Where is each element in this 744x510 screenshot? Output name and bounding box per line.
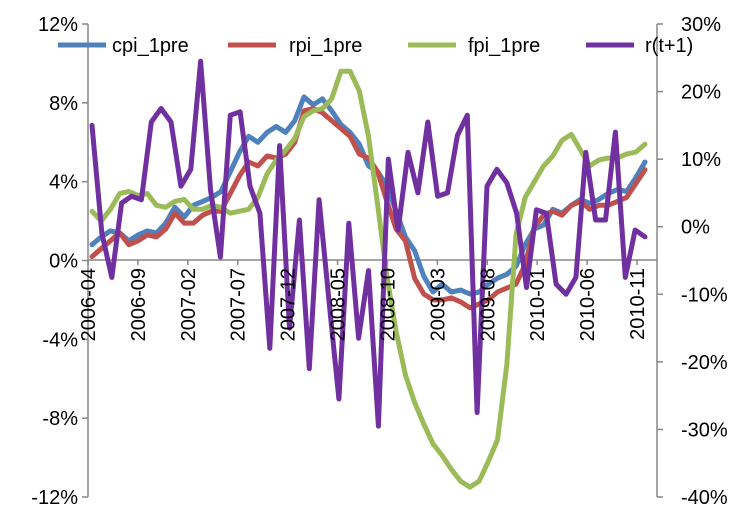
x-tick-label: 2007-12 [278,268,300,341]
x-tick-label: 2008-05 [328,268,350,341]
x-tick-label: 2009-03 [427,268,449,341]
legend-label: rpi_1pre [289,35,362,57]
right-tick-label: 30% [681,14,721,36]
x-tick-labels: 2006-04 2006-09 2007-02 2007-07 2007-12 2008-… [78,268,649,341]
right-tick-label: 20% [681,82,721,104]
left-tick-label: -12% [31,487,78,509]
right-tick-label: -10% [681,284,728,306]
x-tick-label: 2006-09 [128,268,150,341]
x-tick-label: 2006-04 [78,268,100,341]
left-tick-label: 12% [38,14,78,36]
legend: cpi_1pre rpi_1pre fpi_1pre r(t+1) [58,35,693,57]
left-tick-label: -8% [42,408,78,430]
left-tick-label: 4% [49,172,78,194]
x-tick-label: 2010-01 [527,268,549,341]
x-tick-label: 2010-06 [577,268,599,341]
x-tick-label: 2010-11 [627,268,649,340]
right-tick-label: 0% [681,217,710,239]
series-line-rpi-1pre [89,106,648,311]
right-tick-label: -20% [681,352,728,374]
right-tick-label: -30% [681,419,728,441]
left-tick-label: 8% [49,93,78,115]
left-tick-label: -4% [42,329,78,351]
x-tick-label: 2007-07 [228,268,250,341]
x-tick-label: 2008-10 [377,268,399,341]
series-layer [89,58,648,490]
series-line-fpi-1pre [89,68,648,490]
x-tick-label: 2009-08 [477,268,499,341]
legend-label: cpi_1pre [112,35,189,57]
left-tick-label: 0% [49,251,78,273]
chart-axes: -12% -8% -4% 0% 4% 8% 12% -40% -30% -20% -10% 0% 10%… [31,14,728,509]
right-tick-label: -40% [681,487,728,509]
x-tick-label: 2007-02 [178,268,200,341]
legend-label: fpi_1pre [468,35,540,57]
legend-label: r(t+1) [645,35,693,57]
series-line-r-t-1- [89,58,648,429]
right-tick-label: 10% [681,149,721,171]
